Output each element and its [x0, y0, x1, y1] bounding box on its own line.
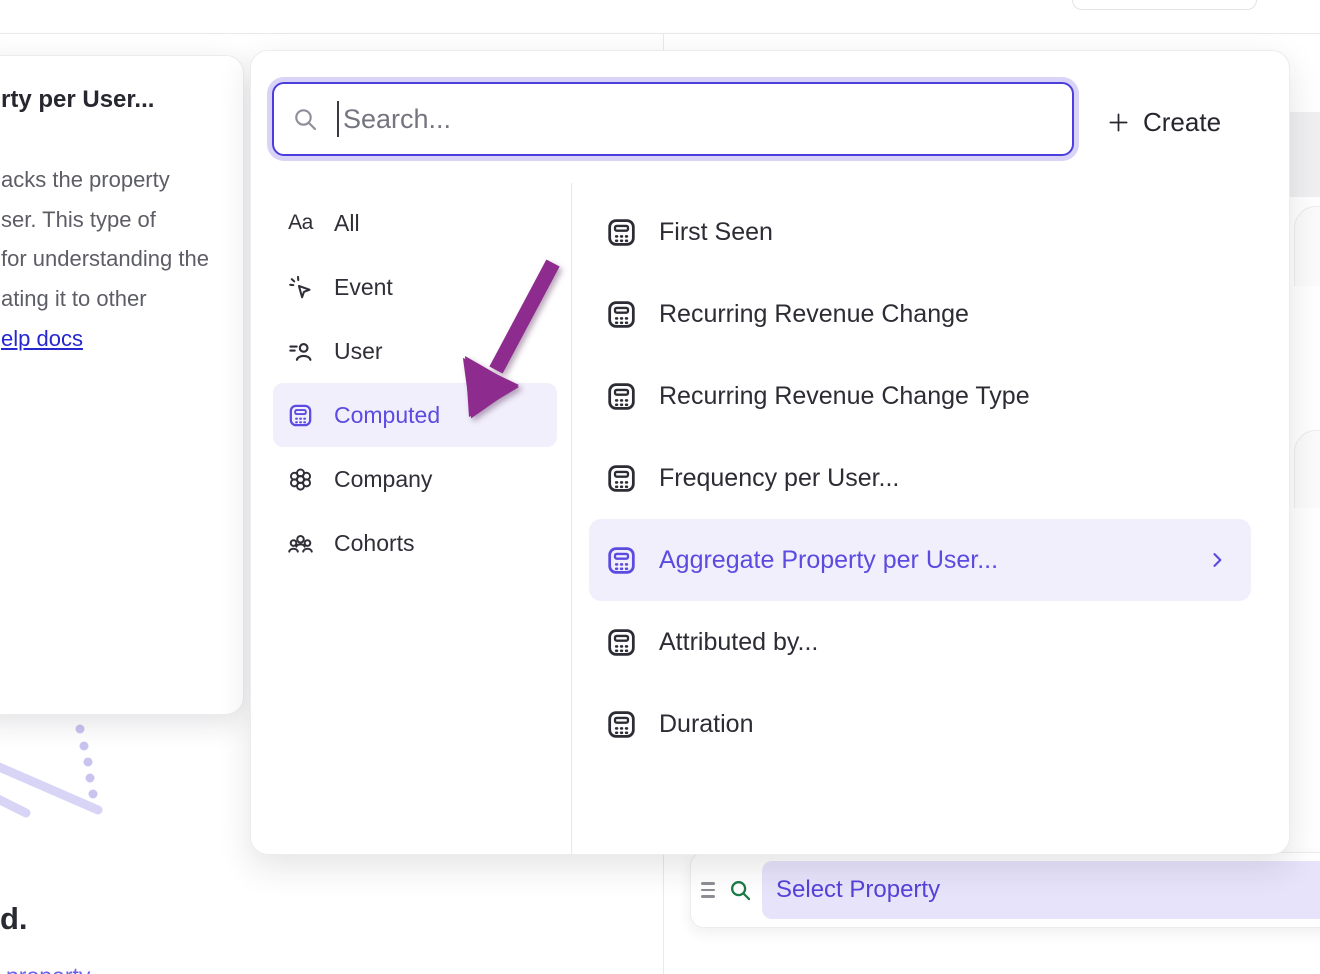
- category-item-company[interactable]: Company: [273, 447, 557, 511]
- create-button[interactable]: Create: [1107, 107, 1221, 138]
- property-row-card: Select Property: [690, 852, 1320, 928]
- background-gray-band: [1288, 112, 1320, 197]
- calculator-icon: [605, 380, 638, 413]
- property-item-recurring-revenue-change-type[interactable]: Recurring Revenue Change Type: [589, 355, 1251, 437]
- calculator-icon: [605, 708, 638, 741]
- property-item-frequency-per-user[interactable]: Frequency per User...: [589, 437, 1251, 519]
- category-item-computed[interactable]: Computed: [273, 383, 557, 447]
- company-icon: [287, 466, 314, 493]
- letters-icon: Aa: [288, 211, 313, 234]
- plus-icon: [1107, 111, 1130, 134]
- drag-handle-icon[interactable]: [701, 882, 719, 898]
- search-icon: [292, 106, 319, 133]
- search-field[interactable]: [272, 82, 1074, 156]
- property-item-first-seen[interactable]: First Seen: [589, 191, 1251, 273]
- calculator-icon: [605, 544, 638, 577]
- calculator-icon: [605, 626, 638, 659]
- calculator-icon: [605, 462, 638, 495]
- property-item-duration[interactable]: Duration: [589, 683, 1251, 765]
- tooltip-line: ser. This type of: [1, 206, 156, 232]
- background-horizontal-divider: [0, 33, 1320, 34]
- chart-doodle-illustration: [0, 724, 103, 818]
- click-icon: [287, 274, 314, 301]
- calculator-icon: [605, 298, 638, 331]
- select-property-button[interactable]: Select Property: [762, 861, 1320, 919]
- category-item-cohorts[interactable]: Cohorts: [273, 511, 557, 575]
- property-item-recurring-revenue-change[interactable]: Recurring Revenue Change: [589, 273, 1251, 355]
- chevron-right-icon: [1207, 550, 1227, 570]
- background-card-edge: [1294, 206, 1320, 286]
- tooltip-line: for understanding the: [1, 246, 209, 271]
- calculator-icon: [287, 402, 314, 429]
- page-heading-fragment: d.: [0, 901, 28, 936]
- category-item-user[interactable]: User: [273, 319, 557, 383]
- property-item-aggregate-property-per-user[interactable]: Aggregate Property per User...: [589, 519, 1251, 601]
- annotation-arrow: [462, 259, 560, 419]
- text-cursor: [337, 101, 339, 137]
- search-icon: [728, 878, 753, 903]
- property-item-attributed-by[interactable]: Attributed by...: [589, 601, 1251, 683]
- calculator-icon: [605, 216, 638, 249]
- tooltip-line: acks the property: [1, 167, 170, 192]
- search-focus-ring: [267, 77, 1079, 161]
- property-list: First Seen Recurring Revenue Change: [589, 191, 1251, 765]
- tooltip-line: ating it to other: [1, 285, 147, 311]
- search-input[interactable]: [343, 103, 1054, 135]
- tooltip-description: acks the property ser. This type of for …: [1, 160, 209, 318]
- property-picker-popover: Create Aa All Event: [250, 50, 1290, 855]
- category-item-event[interactable]: Event: [273, 255, 557, 319]
- category-list: Aa All Event: [273, 191, 557, 575]
- background-card-edge: [1294, 430, 1320, 508]
- user-icon: [287, 338, 314, 365]
- property-tooltip-card: rty per User... acks the property ser. T…: [0, 55, 244, 715]
- cohorts-icon: [287, 530, 314, 557]
- category-item-all[interactable]: Aa All: [288, 209, 360, 236]
- background-partial-card: [1072, 0, 1257, 10]
- page-link-fragment[interactable]: property: [6, 963, 96, 974]
- tooltip-title: rty per User...: [1, 86, 155, 113]
- create-button-label: Create: [1143, 107, 1222, 137]
- popover-column-divider: [571, 183, 572, 855]
- help-docs-link[interactable]: elp docs: [1, 326, 83, 351]
